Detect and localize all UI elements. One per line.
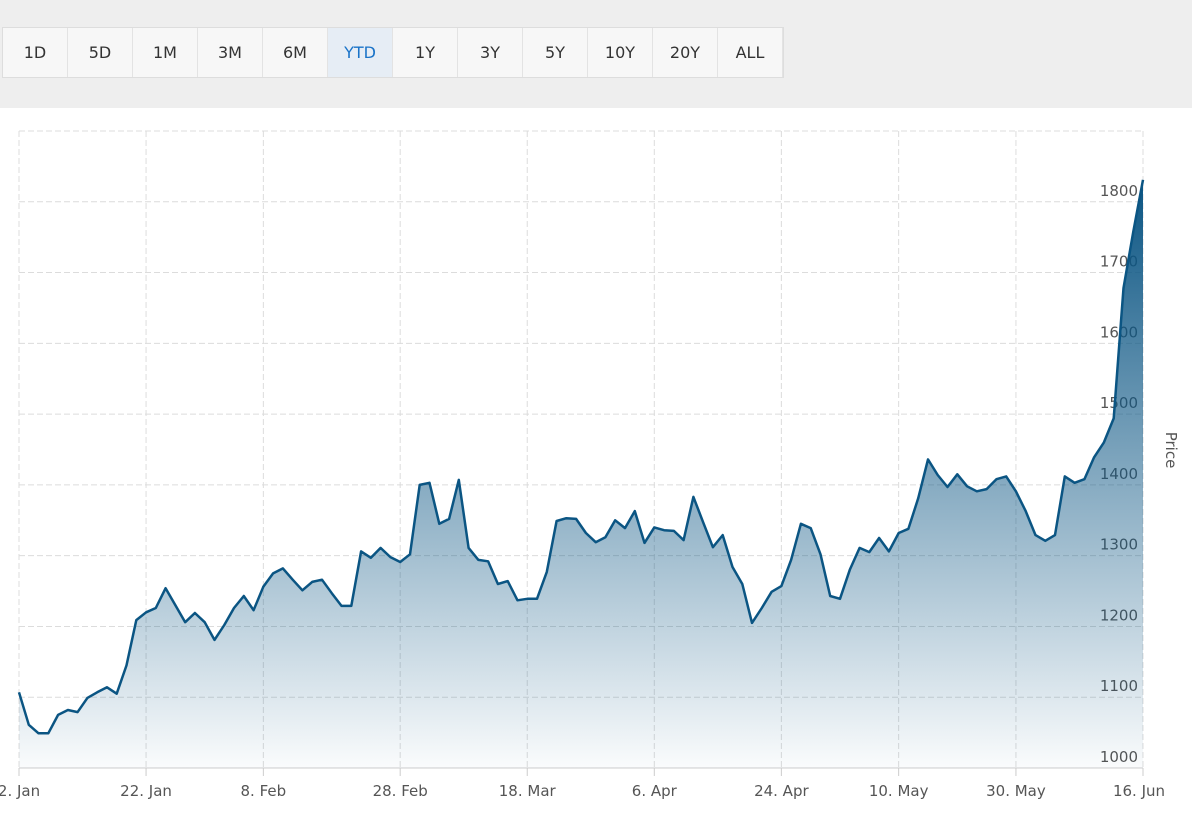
x-tick-label: 30. May xyxy=(986,782,1046,800)
range-button[interactable]: 3M xyxy=(198,28,263,77)
range-button[interactable]: 5Y xyxy=(523,28,588,77)
range-toolbar: 1D 5D 1M 3M 6M YTD 1Y 3Y 5Y 10Y 20Y ALL xyxy=(0,0,1192,108)
x-tick-label: 16. Jun xyxy=(1113,782,1165,800)
range-button[interactable]: 6M xyxy=(263,28,328,77)
range-button[interactable]: 1D xyxy=(3,28,68,77)
range-button[interactable]: 1Y xyxy=(393,28,458,77)
range-button[interactable]: 1M xyxy=(133,28,198,77)
range-buttons: 1D 5D 1M 3M 6M YTD 1Y 3Y 5Y 10Y 20Y ALL xyxy=(2,27,784,78)
price-line xyxy=(17,179,1145,735)
x-tick-label: 22. Jan xyxy=(120,782,172,800)
x-tick-label: 2. Jan xyxy=(0,782,40,800)
y-tick-label: 1800 xyxy=(1100,182,1138,200)
range-button[interactable]: ALL xyxy=(718,28,783,77)
x-tick-label: 10. May xyxy=(869,782,929,800)
range-button[interactable]: 20Y xyxy=(653,28,718,77)
x-tick-label: 28. Feb xyxy=(373,782,428,800)
x-tick-label: 8. Feb xyxy=(241,782,287,800)
range-button[interactable]: 10Y xyxy=(588,28,653,77)
x-tick-label: 24. Apr xyxy=(754,782,809,800)
x-tick-label: 18. Mar xyxy=(499,782,557,800)
y-axis-title: Price xyxy=(1162,432,1180,469)
range-button[interactable]: YTD xyxy=(328,28,393,77)
range-button[interactable]: 3Y xyxy=(458,28,523,77)
range-button[interactable]: 5D xyxy=(68,28,133,77)
x-tick-label: 6. Apr xyxy=(632,782,678,800)
area-fill xyxy=(19,179,1143,769)
